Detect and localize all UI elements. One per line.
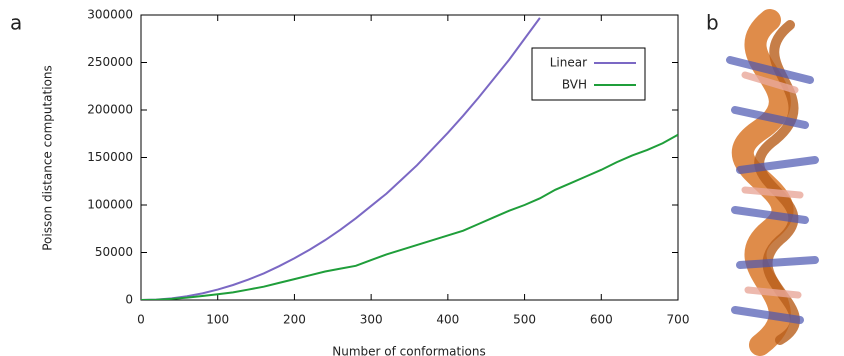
x-tick-label: 400 (436, 313, 459, 327)
y-axis-label: Poisson distance computations (41, 65, 55, 251)
x-tick-label: 700 (667, 313, 690, 327)
x-tick-label: 0 (137, 313, 145, 327)
y-tick-label: 0 (125, 293, 133, 307)
x-axis-label: Number of conformations (332, 345, 486, 356)
legend-label: Linear (550, 56, 587, 70)
series-line (141, 135, 678, 300)
x-tick-label: 500 (513, 313, 536, 327)
y-tick-label: 150000 (87, 150, 133, 164)
x-tick-label: 300 (360, 313, 383, 327)
y-tick-label: 300000 (87, 8, 133, 22)
x-tick-label: 600 (590, 313, 613, 327)
y-tick-label: 250000 (87, 55, 133, 69)
figure: a b Number of conformations Poisson dist… (0, 0, 844, 356)
panel-label: b (706, 11, 719, 35)
x-tick-label: 100 (206, 313, 229, 327)
legend-label: BVH (562, 78, 587, 92)
y-tick-label: 200000 (87, 103, 133, 117)
x-tick-label: 200 (283, 313, 306, 327)
y-tick-label: 100000 (87, 198, 133, 212)
series-line (141, 18, 540, 300)
panel-label: a (10, 11, 22, 35)
helix-illustration (730, 20, 815, 345)
y-tick-label: 50000 (95, 245, 133, 259)
